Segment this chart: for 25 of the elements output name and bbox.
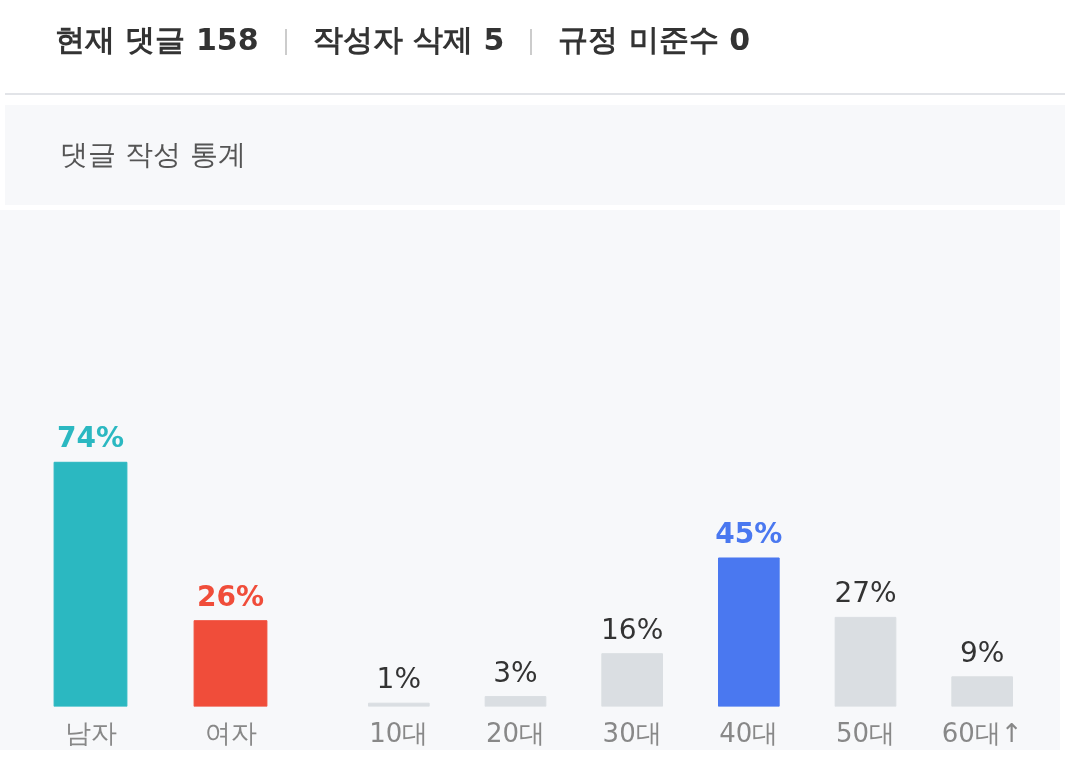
data-label: 27% <box>834 576 897 610</box>
data-label: 9% <box>959 635 1005 669</box>
x-tick-label: 50대 <box>835 717 896 748</box>
bar <box>951 676 1013 707</box>
bar <box>834 616 897 707</box>
data-label: 3% <box>493 655 538 689</box>
data-label: 45% <box>715 516 783 550</box>
bar <box>484 696 547 707</box>
x-tick-label: 10대 <box>369 717 429 748</box>
data-label: 74% <box>56 421 125 455</box>
data-label: 16% <box>601 612 664 646</box>
x-tick-label: 40대 <box>719 717 779 748</box>
x-tick-label: 60대↑ <box>941 717 1023 748</box>
x-tick-label: 30대 <box>602 717 662 748</box>
text: 댓글 작성 통계 <box>5 105 1065 205</box>
data-label: 1% <box>376 662 422 696</box>
text: 규정 미준수 0 <box>558 22 751 57</box>
text: 작성자 삭제 5 <box>312 22 505 57</box>
bar <box>718 557 780 707</box>
text: 현재 댓글 158 <box>55 22 259 57</box>
x-tick-label: 여자 <box>204 717 257 748</box>
data-label: 26% <box>196 579 265 613</box>
x-tick-label: 남자 <box>64 717 117 748</box>
bar <box>601 653 663 707</box>
x-tick-label: 20대 <box>485 717 546 748</box>
